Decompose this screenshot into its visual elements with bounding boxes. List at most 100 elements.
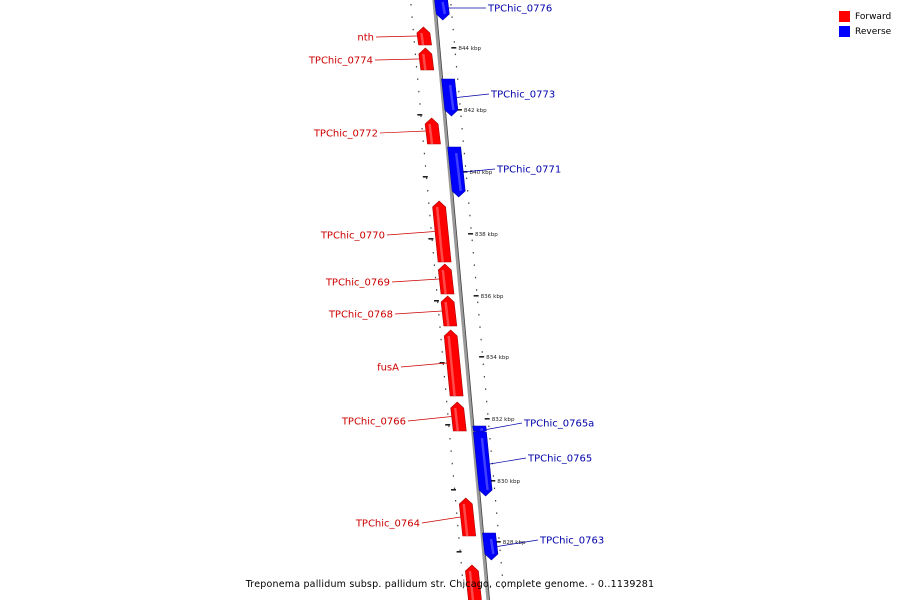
kbp-tick-mark xyxy=(484,418,490,420)
gene-arrow-shading xyxy=(468,570,475,604)
guide-dot xyxy=(489,438,491,440)
gene-arrow-shading xyxy=(453,407,460,432)
guide-dot xyxy=(443,376,445,378)
guide-dot xyxy=(445,388,447,390)
kbp-tick-label: 844 kbp xyxy=(458,46,481,52)
guide-dot xyxy=(437,301,439,304)
guide-dash xyxy=(422,176,428,178)
gene-arrow-shading xyxy=(435,206,444,263)
gene-label-leader xyxy=(391,278,440,283)
guide-dot xyxy=(478,314,480,316)
guide-dot xyxy=(452,475,454,477)
gene-arrow-shading xyxy=(447,335,456,397)
guide-dot xyxy=(462,140,464,142)
gene-label-leader xyxy=(486,422,523,430)
guide-dash xyxy=(451,489,456,491)
gene-label-leader xyxy=(394,310,443,315)
guide-dot xyxy=(434,276,437,279)
guide-dash xyxy=(417,114,423,116)
guide-dot xyxy=(447,413,449,415)
guide-dot xyxy=(458,537,460,539)
gene-label: nth xyxy=(357,33,374,44)
guide-dot xyxy=(485,388,487,390)
guide-dot xyxy=(471,239,473,242)
guide-dot xyxy=(459,549,461,552)
kbp-tick-label: 832 kbp xyxy=(492,417,515,423)
guide-dot xyxy=(452,28,454,31)
guide-dot xyxy=(415,66,418,68)
legend-item-reverse: Reverse xyxy=(839,24,891,39)
guide-dot xyxy=(472,252,474,254)
guide-dot xyxy=(493,487,496,490)
gene-label: TPChic_0776 xyxy=(487,4,552,15)
guide-dot xyxy=(421,128,423,130)
guide-dot xyxy=(422,140,424,142)
legend-label-forward: Forward xyxy=(855,11,892,22)
gene-arrow-shading xyxy=(448,84,455,111)
gene-label: TPChic_0765a xyxy=(523,419,594,430)
gene-label: TPChic_0771 xyxy=(496,165,561,176)
guide-dash xyxy=(434,300,439,302)
guide-dot xyxy=(414,53,416,56)
gene-arrow-tpchic_0772 xyxy=(424,117,441,145)
guide-dot xyxy=(446,400,448,403)
guide-dot xyxy=(450,4,452,6)
kbp-tick-label: 830 kbp xyxy=(497,479,520,485)
kbp-tick-mark xyxy=(473,295,479,297)
guide-dot xyxy=(427,190,429,192)
guide-dot xyxy=(413,41,415,43)
kbp-tick-mark xyxy=(456,109,462,111)
kbp-tick-mark xyxy=(479,356,485,358)
guide-dot xyxy=(419,103,421,105)
guide-dot xyxy=(410,4,412,6)
guide-dot xyxy=(482,363,484,366)
guide-dot xyxy=(440,338,442,341)
guide-dot xyxy=(411,16,413,18)
guide-dot xyxy=(424,165,427,167)
kbp-tick-label: 838 kbp xyxy=(475,232,498,238)
genome-axis xyxy=(432,0,490,601)
gene-label: TPChic_0768 xyxy=(328,310,393,321)
guide-dot xyxy=(460,562,462,564)
gene-arrow-shading xyxy=(441,269,447,295)
gene-label-leader xyxy=(386,231,435,236)
gene-label-leader xyxy=(489,457,527,465)
guide-dot xyxy=(497,524,499,527)
guide-dot xyxy=(498,537,500,539)
gene-label-leader xyxy=(456,93,490,98)
guide-dot xyxy=(431,239,433,242)
guide-dot xyxy=(428,202,430,204)
guide-dot xyxy=(492,475,494,477)
gene-label-leader xyxy=(400,362,447,368)
gene-label: TPChic_0765 xyxy=(527,454,592,465)
gene-label-leader xyxy=(407,416,452,422)
guide-dash xyxy=(445,424,451,426)
guide-dot xyxy=(464,165,467,167)
guide-dot xyxy=(461,574,463,576)
guide-dot xyxy=(500,562,502,564)
gene-arrow-shading xyxy=(444,301,450,327)
gene-label: TPChic_0770 xyxy=(320,231,385,242)
guide-dot xyxy=(496,512,498,514)
guide-dot xyxy=(432,252,434,254)
genome-caption: Treponema pallidum subsp. pallidum str. … xyxy=(245,579,655,590)
guide-dash xyxy=(428,238,434,240)
guide-dot xyxy=(451,16,453,18)
guide-dot xyxy=(455,66,458,68)
gene-arrow-shading xyxy=(480,437,489,491)
guide-dot xyxy=(457,78,459,80)
gene-label: fusA xyxy=(377,363,399,374)
guide-dot xyxy=(470,227,472,229)
guide-dot xyxy=(479,326,481,328)
guide-dot xyxy=(495,500,497,502)
gene-arrow-shading xyxy=(480,428,484,431)
guide-dot xyxy=(438,314,440,316)
kbp-tick-mark xyxy=(490,480,496,482)
gene-label-leader xyxy=(463,168,496,173)
guide-dots-right xyxy=(450,4,504,589)
guide-dot xyxy=(462,586,464,589)
guide-dot xyxy=(430,227,432,229)
gene-label-leader xyxy=(421,516,461,524)
